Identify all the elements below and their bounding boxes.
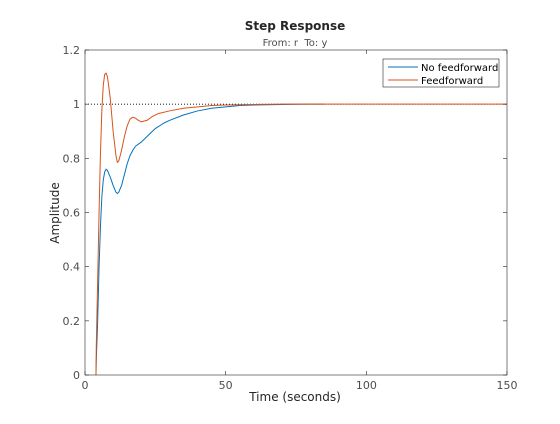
- y-tick-label: 0.2: [63, 315, 81, 328]
- series-line-no-feedforward: [95, 103, 325, 376]
- plot-area: [85, 50, 507, 375]
- x-tick-label: 0: [82, 379, 89, 392]
- series-line-feedforward: [95, 72, 507, 376]
- chart-subtitle: From: r To: y: [263, 38, 328, 49]
- legend-label-no-feedforward: No feedforward: [421, 63, 498, 74]
- y-tick-label: 1: [73, 98, 80, 111]
- x-tick-label: 50: [219, 379, 233, 392]
- x-tick-label: 100: [356, 379, 377, 392]
- chart-title: Step Response: [245, 19, 345, 33]
- y-tick-label: 0.6: [63, 207, 81, 220]
- legend-box: [382, 58, 500, 88]
- y-axis-label: Amplitude: [48, 182, 62, 244]
- legend: No feedforward Feedforward: [382, 58, 500, 88]
- x-tick-label: 150: [497, 379, 518, 392]
- y-tick-label: 1.2: [63, 44, 81, 57]
- y-tick-label: 0.8: [63, 152, 81, 165]
- y-tick-label: 0: [73, 369, 80, 382]
- legend-label-feedforward: Feedforward: [421, 76, 483, 87]
- x-axis-label: Time (seconds): [248, 390, 341, 404]
- y-tick-label: 0.4: [63, 261, 81, 274]
